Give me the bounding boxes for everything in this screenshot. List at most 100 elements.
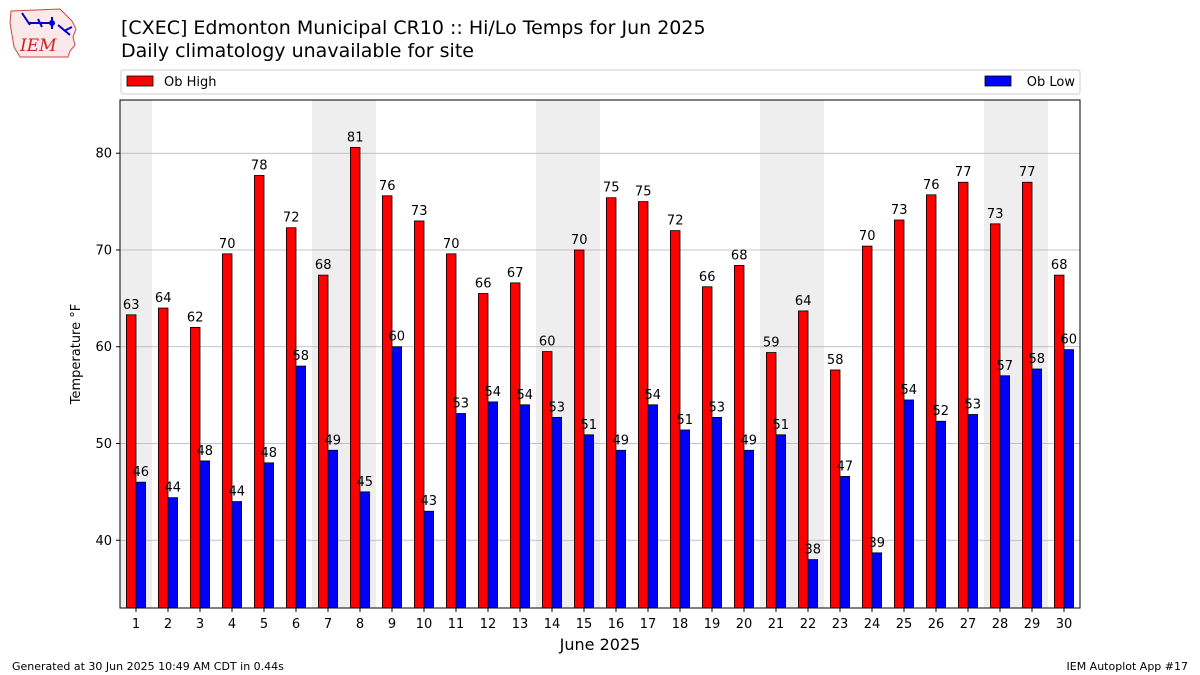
- low-bar: [871, 552, 883, 609]
- x-tick-label: 21: [768, 617, 785, 632]
- high-value-label: 66: [475, 277, 492, 292]
- low-value-label: 54: [517, 388, 534, 403]
- low-value-label: 58: [293, 349, 310, 364]
- low-value-label: 44: [229, 485, 246, 500]
- low-value-label: 57: [997, 359, 1014, 374]
- low-bar: [935, 420, 947, 609]
- low-bar: [455, 413, 467, 609]
- high-bar: [702, 286, 713, 609]
- high-value-label: 70: [859, 229, 876, 244]
- x-tick-label: 30: [1056, 617, 1073, 632]
- high-bar: [349, 147, 361, 609]
- high-bar: [958, 181, 969, 609]
- x-tick-label: 11: [448, 617, 465, 632]
- x-tick-label: 19: [704, 617, 721, 632]
- high-value-label: 73: [411, 204, 428, 219]
- x-tick-label: 18: [672, 617, 689, 632]
- x-tick-label: 26: [928, 617, 945, 632]
- high-bar: [413, 220, 425, 609]
- low-bar: [359, 491, 371, 609]
- high-bar: [638, 201, 649, 609]
- x-tick-label: 9: [388, 617, 396, 632]
- high-bar: [509, 282, 521, 609]
- low-bar: [807, 559, 819, 609]
- high-value-label: 76: [923, 178, 940, 193]
- high-value-label: 76: [379, 179, 396, 194]
- low-bar: [167, 497, 179, 609]
- high-value-label: 68: [315, 258, 332, 273]
- low-value-label: 52: [933, 404, 950, 419]
- x-tick-label: 12: [480, 617, 497, 632]
- y-tick-label: 50: [95, 437, 112, 452]
- high-bar: [285, 227, 297, 609]
- x-tick-label: 4: [228, 617, 236, 632]
- low-value-label: 51: [677, 413, 694, 428]
- low-bar: [263, 462, 275, 609]
- x-tick-label: 25: [896, 617, 913, 632]
- low-value-label: 53: [965, 397, 982, 412]
- high-value-label: 70: [571, 233, 588, 248]
- y-axis-ticks: 40 50 60 70 80: [95, 147, 120, 549]
- iem-logo: IEM: [9, 8, 77, 58]
- x-tick-label: 2: [164, 617, 172, 632]
- low-value-label: 53: [709, 400, 726, 415]
- legend-low-swatch: [984, 75, 1012, 87]
- low-bar: [743, 449, 755, 609]
- high-bar: [766, 352, 777, 609]
- high-value-label: 72: [283, 211, 300, 226]
- high-bar: [381, 195, 393, 609]
- x-tick-label: 16: [608, 617, 625, 632]
- high-value-label: 66: [699, 270, 716, 285]
- y-tick-label: 40: [95, 534, 112, 549]
- logo-text: IEM: [19, 36, 57, 56]
- high-value-label: 64: [795, 294, 812, 309]
- x-tick-label: 24: [864, 617, 881, 632]
- generated-footer: Generated at 30 Jun 2025 10:49 AM CDT in…: [12, 660, 284, 673]
- low-value-label: 60: [389, 330, 406, 345]
- chart-title: [CXEC] Edmonton Municipal CR10 :: Hi/Lo …: [121, 17, 706, 39]
- x-tick-label: 28: [992, 617, 1009, 632]
- x-tick-label: 27: [960, 617, 977, 632]
- x-tick-label: 23: [832, 617, 849, 632]
- high-value-label: 78: [251, 158, 268, 173]
- low-value-label: 54: [485, 385, 502, 400]
- high-value-label: 59: [763, 336, 780, 351]
- low-bar: [1031, 368, 1043, 609]
- x-tick-label: 13: [512, 617, 529, 632]
- high-value-label: 64: [155, 291, 172, 306]
- x-tick-label: 6: [292, 617, 300, 632]
- x-tick-label: 8: [356, 617, 364, 632]
- low-bar: [583, 434, 595, 609]
- high-value-label: 60: [539, 335, 556, 350]
- x-tick-label: 15: [576, 617, 593, 632]
- x-axis-ticks: 1 2 3 4 5 6 7 8 9 10 11 12 13 14 15 16 17 18 19 20 21 22 23 24 2…: [132, 608, 1072, 632]
- high-value-label: 81: [347, 130, 364, 145]
- high-bar: [798, 310, 809, 609]
- low-bar: [487, 401, 499, 609]
- low-bar: [423, 510, 435, 609]
- high-bar: [542, 351, 553, 609]
- plot-frame: [119, 99, 1081, 609]
- weekend-bands: [120, 100, 1048, 608]
- high-value-label: 77: [955, 165, 972, 180]
- legend-low-label: Ob Low: [1027, 75, 1076, 90]
- low-bar: [711, 416, 723, 609]
- high-bar: [253, 175, 265, 609]
- high-value-label: 77: [1019, 165, 1036, 180]
- high-value-label: 63: [123, 298, 140, 313]
- high-value-label: 67: [507, 266, 524, 281]
- high-bar: [894, 219, 905, 609]
- high-value-label: 68: [1051, 258, 1068, 273]
- low-bar: [199, 460, 211, 609]
- low-bar: [647, 404, 659, 609]
- x-tick-label: 3: [196, 617, 204, 632]
- low-value-label: 53: [453, 397, 470, 412]
- legend-high-swatch: [126, 75, 154, 87]
- low-bar: [999, 375, 1011, 609]
- low-value-label: 60: [1061, 333, 1078, 348]
- low-value-label: 49: [325, 433, 342, 448]
- high-bar: [990, 223, 1001, 609]
- low-value-label: 44: [165, 481, 182, 496]
- x-tick-label: 1: [132, 617, 140, 632]
